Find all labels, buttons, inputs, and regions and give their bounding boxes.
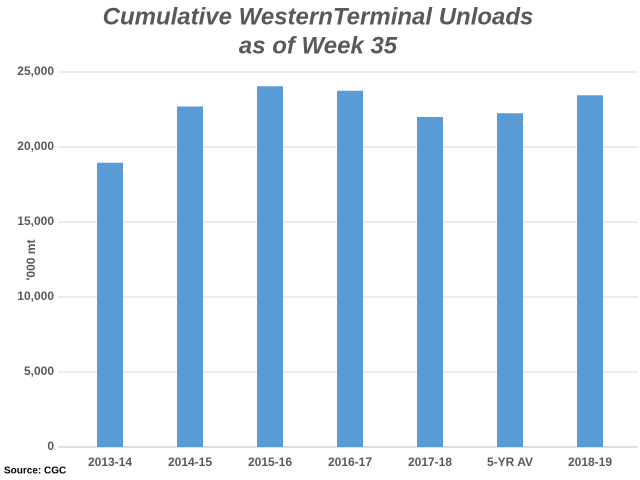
bar (417, 117, 443, 447)
x-tick-label: 2017-18 (408, 455, 452, 469)
source-note: Source: CGC (4, 466, 66, 477)
y-tick-label: 0 (47, 439, 54, 453)
x-tick-label: 5-YR AV (487, 455, 533, 469)
x-tick-label: 2013-14 (88, 455, 132, 469)
bar (97, 162, 123, 447)
y-tick-label: 20,000 (17, 139, 54, 153)
bar (497, 113, 523, 447)
x-tick-label: 2018-19 (568, 455, 612, 469)
bar (577, 95, 603, 447)
y-tick-label: 10,000 (17, 289, 54, 303)
bar (257, 86, 283, 447)
y-tick-label: 15,000 (17, 214, 54, 228)
x-tick-label: 2014-15 (168, 455, 212, 469)
bar (177, 106, 203, 447)
x-tick-label: 2015-16 (248, 455, 292, 469)
chart-title: as of Week 35 (239, 32, 398, 59)
y-axis-label: '000 mt (24, 240, 38, 281)
bar (337, 90, 363, 447)
x-tick-label: 2016-17 (328, 455, 372, 469)
y-tick-label: 25,000 (17, 64, 54, 78)
chart-title: Cumulative WesternTerminal Unloads (103, 3, 534, 30)
y-tick-label: 5,000 (24, 364, 54, 378)
